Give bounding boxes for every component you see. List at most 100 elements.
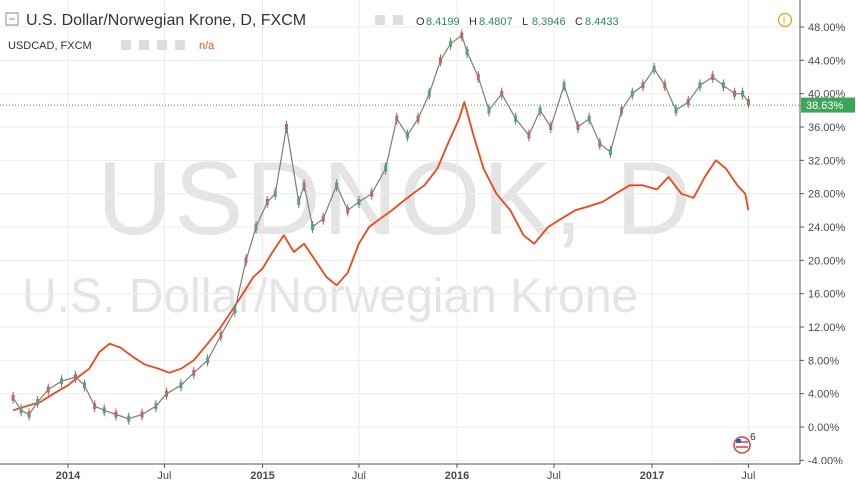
alert-icon[interactable]: !	[777, 12, 793, 28]
compare-value: n/a	[199, 40, 215, 52]
time-scale-background[interactable]	[0, 464, 856, 485]
current-value-tag-text: 38.63%	[806, 100, 844, 112]
candle-body	[311, 224, 315, 230]
y-tick-label: 20.00%	[808, 255, 846, 267]
candle-body	[449, 40, 453, 47]
compare-settings-icon[interactable]	[139, 40, 149, 50]
ohlc-value: 8.4199	[426, 16, 460, 28]
candle-body	[206, 357, 210, 364]
candle-body	[427, 90, 431, 97]
ohlc-label: C	[575, 16, 583, 28]
candle-body	[335, 182, 339, 189]
candle-body	[357, 199, 361, 205]
candle-body	[698, 82, 702, 89]
y-tick-label: 0.00%	[808, 422, 839, 434]
candle-body	[219, 332, 223, 339]
settings-icon[interactable]	[375, 15, 385, 25]
ohlc-values: O 8.4199 H 8.4807 L 8.3946 C 8.4433	[416, 16, 619, 28]
compare-series-usdcad	[12, 101, 750, 412]
candle-body	[465, 49, 469, 55]
candle-body	[663, 82, 667, 89]
main-series-usdnok	[11, 29, 750, 425]
candle-body	[11, 394, 15, 401]
candle-body	[620, 107, 624, 114]
candle-body	[395, 115, 399, 122]
candle-body	[179, 382, 183, 389]
grid-vertical	[67, 0, 749, 464]
ohlc-value: 8.4807	[479, 16, 513, 28]
candle-body	[416, 115, 420, 122]
candle-body	[608, 149, 612, 155]
candle-body	[244, 257, 248, 264]
ohlc-label: L	[522, 16, 528, 28]
candle-body	[549, 124, 553, 130]
candle-body	[405, 132, 409, 139]
x-tick-label: 2016	[445, 470, 469, 482]
candle-body	[284, 124, 288, 130]
y-tick-label: 44.00%	[808, 55, 846, 67]
candle-body	[46, 386, 50, 393]
candle-body	[273, 190, 277, 197]
candle-body	[514, 115, 518, 122]
candle-body	[83, 382, 87, 389]
candle-body	[711, 74, 715, 80]
compare-eye-icon[interactable]	[121, 40, 131, 50]
y-tick-label: 4.00%	[808, 389, 839, 401]
candle-body	[487, 107, 491, 114]
flag-count: 6	[750, 432, 756, 443]
candle-body	[741, 90, 745, 97]
candle-body	[140, 411, 144, 418]
y-tick-label: 8.00%	[808, 355, 839, 367]
y-tick-label: 12.00%	[808, 322, 846, 334]
watermark-symbol: USDNOK, D	[97, 141, 693, 257]
compare-more-icon[interactable]	[175, 40, 185, 50]
collapse-icon[interactable]	[5, 12, 19, 26]
x-tick-label: Jul	[741, 470, 755, 482]
grid-horizontal	[0, 26, 800, 461]
candle-body	[93, 403, 97, 410]
hide-icon[interactable]	[393, 15, 403, 25]
candle-body	[19, 407, 23, 414]
x-tick-label: 2015	[250, 470, 274, 482]
watermark-name: U.S. Dollar/Norwegian Krone	[22, 270, 638, 323]
x-tick-label: Jul	[547, 470, 561, 482]
candle-body	[346, 207, 350, 214]
candle-body	[73, 374, 77, 380]
compare-close-icon[interactable]	[157, 40, 167, 50]
price-scale-background[interactable]	[800, 0, 856, 464]
candle-body	[733, 90, 737, 97]
candle-body	[721, 82, 725, 89]
time-scale: 2014 Jul 2015 Jul 2016 Jul 2017 Jul	[56, 464, 755, 482]
ohlc-value: 8.4433	[585, 16, 619, 28]
us-flag-canton	[736, 439, 741, 443]
candle-body	[154, 403, 158, 410]
candle-body	[297, 199, 301, 205]
flag-events-icon[interactable]: 6	[733, 432, 756, 454]
candle-body	[370, 190, 374, 197]
y-tick-label: 28.00%	[808, 189, 846, 201]
ohlc-label: H	[469, 16, 477, 28]
candle-body	[598, 140, 602, 147]
y-tick-label: 48.00%	[808, 22, 846, 34]
candle-body	[746, 99, 750, 105]
candle-body	[630, 90, 634, 97]
candle-body	[674, 107, 678, 114]
x-tick-label: 2014	[56, 470, 81, 482]
alert-icon-circle	[777, 12, 793, 28]
legend-compare: USDCAD, FXCM n/a	[8, 40, 215, 52]
chart-title: U.S. Dollar/Norwegian Krone, D, FXCM	[26, 12, 306, 29]
candle-body	[114, 411, 118, 418]
candle-body	[641, 82, 645, 89]
candle-body	[538, 107, 542, 114]
alert-icon-mark: !	[783, 16, 786, 28]
y-tick-label: 36.00%	[808, 122, 846, 134]
candle-body	[233, 307, 237, 314]
ohlc-value: 8.3946	[532, 16, 566, 28]
candle-body	[36, 399, 40, 405]
compare-series-line	[12, 101, 750, 412]
candle-body	[265, 199, 269, 205]
candle-body	[165, 390, 169, 397]
